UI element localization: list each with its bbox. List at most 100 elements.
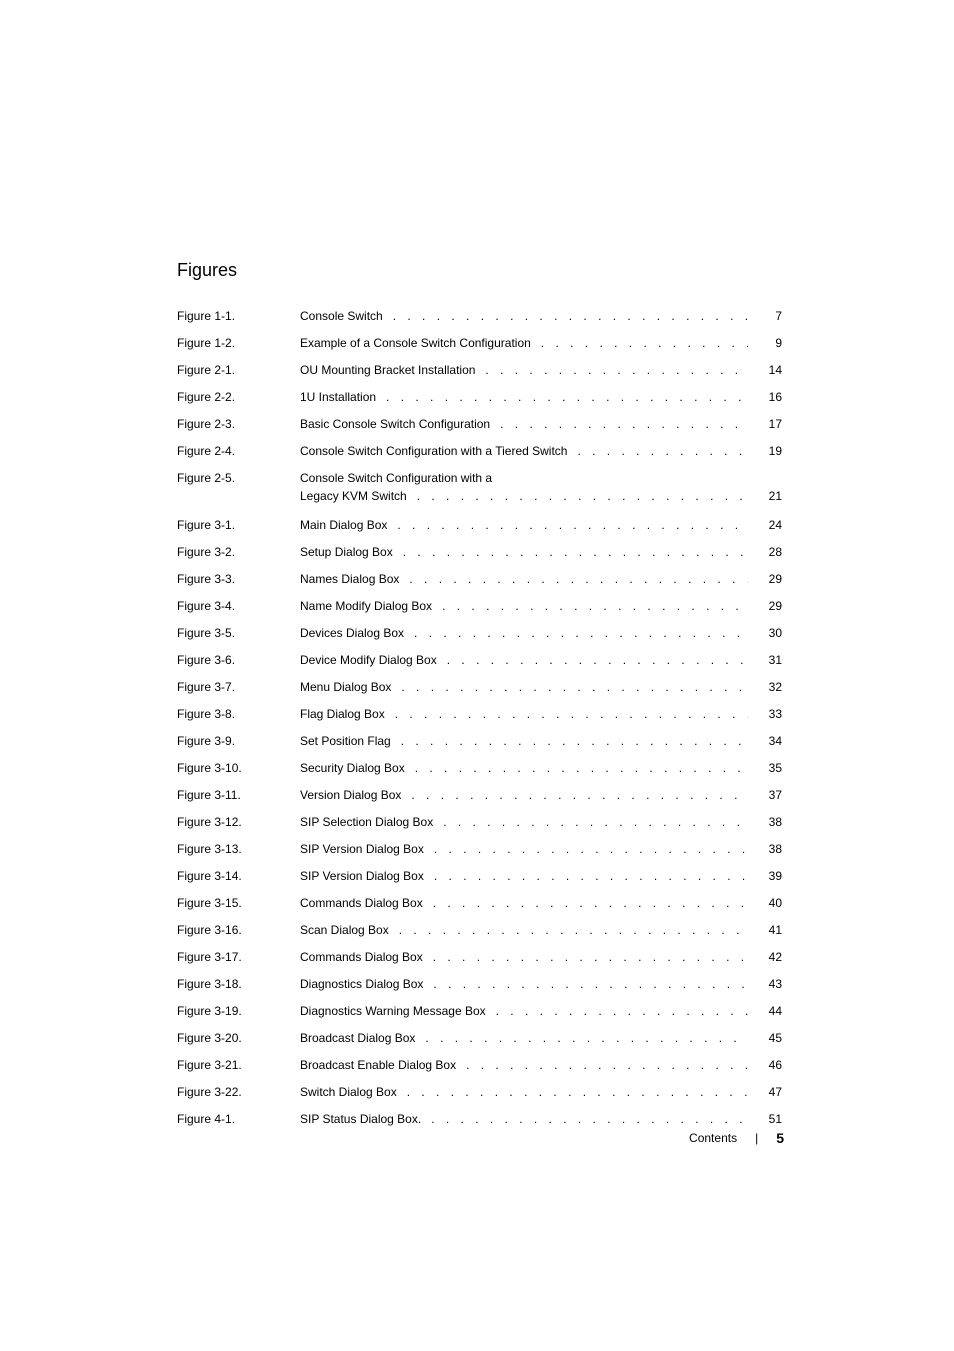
figure-title: SIP Status Dialog Box. [300, 1112, 421, 1126]
figure-page: 46 [748, 1058, 782, 1072]
figure-page: 42 [748, 950, 782, 964]
figure-label: Figure 3-8. [177, 707, 300, 721]
figure-page: 47 [748, 1085, 782, 1099]
figure-title-wrap: Menu Dialog Box32 [300, 680, 782, 694]
figure-title: Diagnostics Dialog Box [300, 977, 423, 991]
figure-title: Diagnostics Warning Message Box [300, 1004, 486, 1018]
figure-page: 41 [748, 923, 782, 937]
page-footer: Contents | 5 [689, 1130, 784, 1146]
leader-dots [383, 309, 748, 323]
leader-dots [391, 680, 748, 694]
figure-title-wrap: Broadcast Enable Dialog Box46 [300, 1058, 782, 1072]
figure-label: Figure 3-18. [177, 977, 300, 991]
figure-title-wrap: Example of a Console Switch Configuratio… [300, 336, 782, 350]
figure-title-wrap: Broadcast Dialog Box45 [300, 1031, 782, 1045]
figure-title-line2: Legacy KVM Switch [300, 489, 407, 503]
leader-dots [387, 518, 748, 532]
figure-label: Figure 2-5. [177, 471, 300, 485]
figure-title-wrap: SIP Version Dialog Box38 [300, 842, 782, 856]
figure-row: Figure 1-2.Example of a Console Switch C… [177, 336, 782, 363]
figure-title-wrap: Basic Console Switch Configuration17 [300, 417, 782, 431]
leader-dots [567, 444, 748, 458]
figure-row: Figure 3-2.Setup Dialog Box28 [177, 545, 782, 572]
figure-page: 31 [748, 653, 782, 667]
figure-label: Figure 2-3. [177, 417, 300, 431]
leader-dots [399, 572, 748, 586]
figure-label: Figure 3-7. [177, 680, 300, 694]
leader-dots [456, 1058, 748, 1072]
figure-title: Setup Dialog Box [300, 545, 393, 559]
leader-dots [531, 336, 748, 350]
figure-row: Figure 1-1.Console Switch7 [177, 309, 782, 336]
figure-page: 24 [748, 518, 782, 532]
figure-row: Figure 3-14.SIP Version Dialog Box39 [177, 869, 782, 896]
figure-page: 30 [748, 626, 782, 640]
figure-title-wrap: Scan Dialog Box41 [300, 923, 782, 937]
figure-row: Figure 3-4.Name Modify Dialog Box29 [177, 599, 782, 626]
figure-title-wrap: Version Dialog Box 37 [300, 788, 782, 802]
leader-dots [391, 734, 748, 748]
figure-row: Figure 3-3.Names Dialog Box29 [177, 572, 782, 599]
figure-title-wrap: Set Position Flag34 [300, 734, 782, 748]
figure-page: 33 [748, 707, 782, 721]
figure-page: 37 [748, 788, 782, 802]
figure-label: Figure 2-1. [177, 363, 300, 377]
figure-title: Commands Dialog Box [300, 950, 423, 964]
leader-dots [437, 653, 748, 667]
leader-dots [423, 977, 748, 991]
figure-label: Figure 3-13. [177, 842, 300, 856]
figure-title: Version Dialog Box [300, 788, 401, 802]
leader-dots [424, 869, 748, 883]
figure-row: Figure 3-21.Broadcast Enable Dialog Box4… [177, 1058, 782, 1085]
figure-label: Figure 3-1. [177, 518, 300, 532]
figure-title: Menu Dialog Box [300, 680, 391, 694]
leader-dots [490, 417, 748, 431]
figure-row: Figure 3-9.Set Position Flag34 [177, 734, 782, 761]
figure-page: 44 [748, 1004, 782, 1018]
figure-label: Figure 3-17. [177, 950, 300, 964]
leader-dots [433, 815, 748, 829]
figure-title: Security Dialog Box [300, 761, 405, 775]
figure-label: Figure 3-15. [177, 896, 300, 910]
figure-page: 38 [748, 815, 782, 829]
figure-label: Figure 3-2. [177, 545, 300, 559]
figure-row: Figure 3-16.Scan Dialog Box41 [177, 923, 782, 950]
figure-row: Figure 2-5.Console Switch Configuration … [177, 471, 782, 518]
figure-label: Figure 1-1. [177, 309, 300, 323]
figure-title: Broadcast Dialog Box [300, 1031, 415, 1045]
figure-title: Devices Dialog Box [300, 626, 404, 640]
leader-dots [423, 896, 748, 910]
figure-label: Figure 3-9. [177, 734, 300, 748]
figure-label: Figure 3-14. [177, 869, 300, 883]
figure-label: Figure 2-4. [177, 444, 300, 458]
figure-row: Figure 3-18.Diagnostics Dialog Box43 [177, 977, 782, 1004]
figure-title: Name Modify Dialog Box [300, 599, 432, 613]
figure-row: Figure 3-5.Devices Dialog Box30 [177, 626, 782, 653]
figure-title-wrap: SIP Status Dialog Box.51 [300, 1112, 782, 1126]
figure-title: Example of a Console Switch Configuratio… [300, 336, 531, 350]
leader-dots [423, 950, 748, 964]
figure-row: Figure 3-6.Device Modify Dialog Box 31 [177, 653, 782, 680]
figures-list: Figure 1-1.Console Switch7Figure 1-2.Exa… [177, 309, 782, 1139]
figure-title-wrap: Security Dialog Box 35 [300, 761, 782, 775]
leader-dots [385, 707, 748, 721]
figure-title-wrap: 1U Installation16 [300, 390, 782, 404]
figure-page: 9 [748, 336, 782, 350]
leader-dots [475, 363, 748, 377]
figure-title: Console Switch Configuration with a Tier… [300, 444, 567, 458]
figure-row: Figure 3-17.Commands Dialog Box 42 [177, 950, 782, 977]
figure-title-wrap: Flag Dialog Box33 [300, 707, 782, 721]
figure-title: SIP Selection Dialog Box [300, 815, 433, 829]
figure-page: 35 [748, 761, 782, 775]
figure-row: Figure 2-3.Basic Console Switch Configur… [177, 417, 782, 444]
figure-label: Figure 1-2. [177, 336, 300, 350]
figure-title: Device Modify Dialog Box [300, 653, 437, 667]
figure-label: Figure 3-6. [177, 653, 300, 667]
figure-page: 29 [748, 572, 782, 586]
leader-dots [389, 923, 748, 937]
leader-dots [376, 390, 748, 404]
figure-title: SIP Version Dialog Box [300, 869, 424, 883]
figure-title: Main Dialog Box [300, 518, 387, 532]
figure-title: SIP Version Dialog Box [300, 842, 424, 856]
figure-row: Figure 3-8.Flag Dialog Box33 [177, 707, 782, 734]
